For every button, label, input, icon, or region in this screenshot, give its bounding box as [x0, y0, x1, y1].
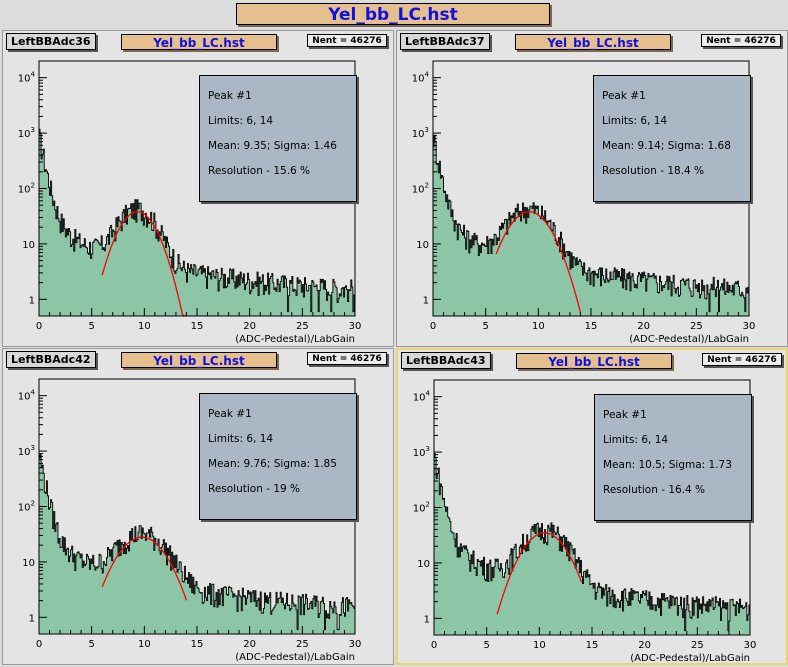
fit-peak-label: Peak #1	[208, 90, 252, 102]
histogram-plot: 0 5 10 15 20 25 30 1 10 102 103 104 (ADC-Pedestal)/L…	[413, 379, 757, 664]
x-tick-label: 25	[691, 640, 704, 651]
fit-resolution-label: Resolution - 15.6 %	[208, 165, 311, 177]
fit-peak-label: Peak #1	[603, 409, 647, 421]
x-tick-label: 0	[430, 321, 436, 332]
pad-name-label: LeftBBAdc37	[400, 33, 490, 50]
y-tick-label: 10	[22, 240, 35, 251]
x-tick-label: 30	[744, 640, 757, 651]
x-tick-label: 20	[637, 321, 650, 332]
histogram-pad-4[interactable]: 0 5 10 15 20 25 30 1 10 102 103 104 (ADC-Pedestal)/L…	[396, 348, 788, 665]
y-tick-label: 102	[18, 500, 35, 514]
x-tick-label: 20	[638, 640, 651, 651]
x-tick-label: 10	[138, 321, 151, 332]
x-tick-label: 25	[690, 321, 703, 332]
fit-limits-label: Limits: 6, 14	[208, 433, 274, 445]
fit-mean-sigma-label: Mean: 10.5; Sigma: 1.73	[603, 459, 732, 471]
x-tick-label: 30	[349, 321, 362, 332]
gaussian-fit-curve	[101, 211, 187, 317]
histogram-pad-2[interactable]: 0 5 10 15 20 25 30 1 10 102 103 104 (ADC-Pedestal)/L…	[396, 30, 788, 347]
fit-peak-label: Peak #1	[208, 408, 252, 420]
x-axis-title: (ADC-Pedestal)/LabGain	[235, 334, 355, 345]
x-tick-label: 10	[532, 321, 545, 332]
pad-name-label: LeftBBAdc42	[6, 351, 96, 368]
histogram-title: Yel_bb_LC.hst	[121, 352, 277, 368]
y-tick-label: 10	[416, 240, 429, 251]
x-axis-title: (ADC-Pedestal)/LabGain	[629, 334, 749, 345]
histogram-bars	[38, 454, 356, 635]
y-tick-label: 104	[412, 71, 430, 85]
histogram-title: Yel_bb_LC.hst	[121, 34, 277, 50]
x-tick-label: 5	[483, 640, 489, 651]
x-tick-label: 15	[586, 640, 599, 651]
histogram-bars	[432, 134, 750, 317]
y-tick-label: 1	[424, 614, 430, 625]
histogram-pad-1[interactable]: 0 5 10 15 20 25 30 1 10 102 103 104 (ADC-Pedestal)/L…	[2, 30, 394, 347]
x-tick-label: 25	[296, 321, 309, 332]
fit-resolution-label: Resolution - 16.4 %	[603, 484, 706, 496]
histogram-bars	[433, 453, 751, 636]
fit-results-box: Peak #1 Limits: 6, 14 Mean: 10.5; Sigma: 1…	[594, 394, 752, 521]
y-tick-label: 104	[18, 71, 36, 85]
x-tick-label: 5	[88, 321, 94, 332]
y-tick-label: 1	[29, 295, 35, 306]
gaussian-fit-curve	[101, 536, 188, 601]
x-tick-label: 5	[88, 639, 94, 650]
y-tick-label: 104	[413, 390, 431, 404]
x-tick-label: 0	[36, 321, 42, 332]
y-tick-label: 10	[417, 559, 430, 570]
fit-mean-sigma-label: Mean: 9.14; Sigma: 1.68	[602, 140, 731, 152]
histogram-title: Yel_bb_LC.hst	[515, 34, 671, 50]
fit-mean-sigma-label: Mean: 9.35; Sigma: 1.46	[208, 140, 337, 152]
y-tick-label: 103	[413, 445, 430, 459]
x-tick-label: 30	[743, 321, 756, 332]
fit-results-box: Peak #1 Limits: 6, 14 Mean: 9.76; Sigma: 1…	[199, 393, 357, 520]
y-tick-label: 10	[22, 558, 35, 569]
fit-limits-label: Limits: 6, 14	[602, 115, 668, 127]
x-tick-label: 15	[585, 321, 598, 332]
entries-stat-box: Nent = 46276	[307, 352, 387, 365]
x-tick-label: 5	[482, 321, 488, 332]
gaussian-fit-curve	[496, 532, 583, 615]
x-tick-label: 0	[36, 639, 42, 650]
fit-results-box: Peak #1 Limits: 6, 14 Mean: 9.14; Sigma: 1…	[593, 75, 751, 202]
pad-name-label: LeftBBAdc43	[401, 352, 491, 369]
x-tick-label: 20	[243, 639, 256, 650]
x-tick-label: 25	[296, 639, 309, 650]
x-tick-label: 10	[533, 640, 546, 651]
fit-limits-label: Limits: 6, 14	[208, 115, 274, 127]
y-tick-label: 102	[413, 501, 430, 515]
fit-peak-label: Peak #1	[602, 90, 646, 102]
y-tick-label: 104	[18, 389, 36, 403]
y-tick-label: 103	[18, 126, 35, 140]
x-tick-label: 20	[243, 321, 256, 332]
y-tick-label: 1	[423, 295, 429, 306]
entries-stat-box: Nent = 46276	[307, 34, 387, 47]
entries-stat-box: Nent = 46276	[702, 353, 782, 366]
y-tick-label: 103	[18, 444, 35, 458]
y-tick-label: 102	[412, 182, 429, 196]
gaussian-fit-curve	[495, 211, 582, 313]
x-tick-label: 0	[431, 640, 437, 651]
fit-mean-sigma-label: Mean: 9.76; Sigma: 1.85	[208, 458, 337, 470]
x-tick-label: 30	[349, 639, 362, 650]
x-axis-title: (ADC-Pedestal)/LabGain	[630, 653, 750, 664]
x-tick-label: 10	[138, 639, 151, 650]
y-tick-label: 103	[412, 126, 429, 140]
histogram-title: Yel_bb_LC.hst	[516, 353, 672, 369]
pad-name-label: LeftBBAdc36	[6, 33, 96, 50]
fit-limits-label: Limits: 6, 14	[603, 434, 669, 446]
entries-stat-box: Nent = 46276	[701, 34, 781, 47]
fit-resolution-label: Resolution - 18.4 %	[602, 165, 705, 177]
x-tick-label: 15	[191, 321, 204, 332]
y-tick-label: 102	[18, 182, 35, 196]
x-tick-label: 15	[191, 639, 204, 650]
canvas-title: Yel_bb_LC.hst	[236, 3, 550, 25]
x-axis-title: (ADC-Pedestal)/LabGain	[235, 652, 355, 663]
fit-results-box: Peak #1 Limits: 6, 14 Mean: 9.35; Sigma: 1…	[199, 75, 357, 202]
histogram-pad-3[interactable]: 0 5 10 15 20 25 30 1 10 102 103 104 (ADC-Pedestal)/L…	[2, 348, 394, 665]
histogram-bars	[38, 128, 356, 317]
y-tick-label: 1	[29, 613, 35, 624]
fit-resolution-label: Resolution - 19 %	[208, 483, 301, 495]
